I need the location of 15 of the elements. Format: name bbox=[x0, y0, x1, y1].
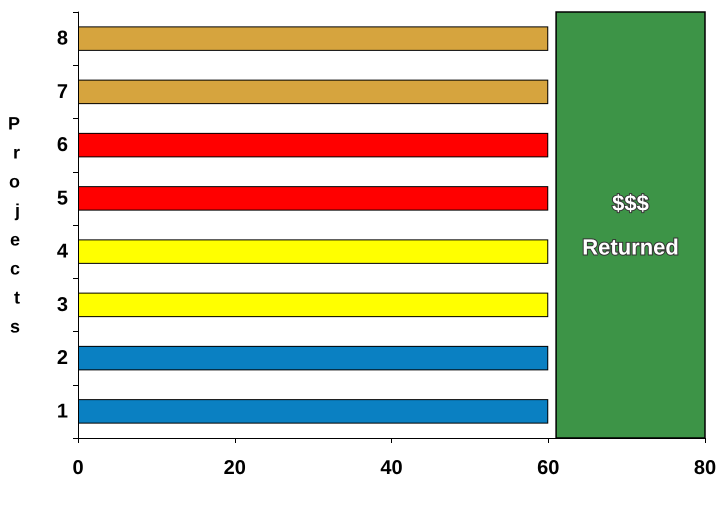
x-tick-label: 40 bbox=[380, 457, 403, 479]
y-tick-label: 3 bbox=[56, 294, 68, 316]
y-tick-label: 1 bbox=[56, 400, 68, 422]
y-tick-label: 5 bbox=[56, 187, 68, 210]
band-label: $$$ Returned bbox=[582, 190, 679, 260]
y-tick-label: 4 bbox=[56, 240, 69, 263]
y-axis-title: Projects bbox=[8, 114, 20, 336]
y-tick-label: 6 bbox=[56, 134, 68, 156]
x-tick-label: 60 bbox=[537, 457, 560, 479]
x-tick-label: 0 bbox=[72, 457, 84, 479]
y-tick-label: 7 bbox=[56, 80, 68, 103]
y-tick-label: 2 bbox=[56, 347, 68, 370]
x-tick-label: 80 bbox=[694, 457, 716, 479]
x-tick-label: 20 bbox=[224, 457, 246, 479]
y-tick-label: 8 bbox=[56, 28, 68, 50]
